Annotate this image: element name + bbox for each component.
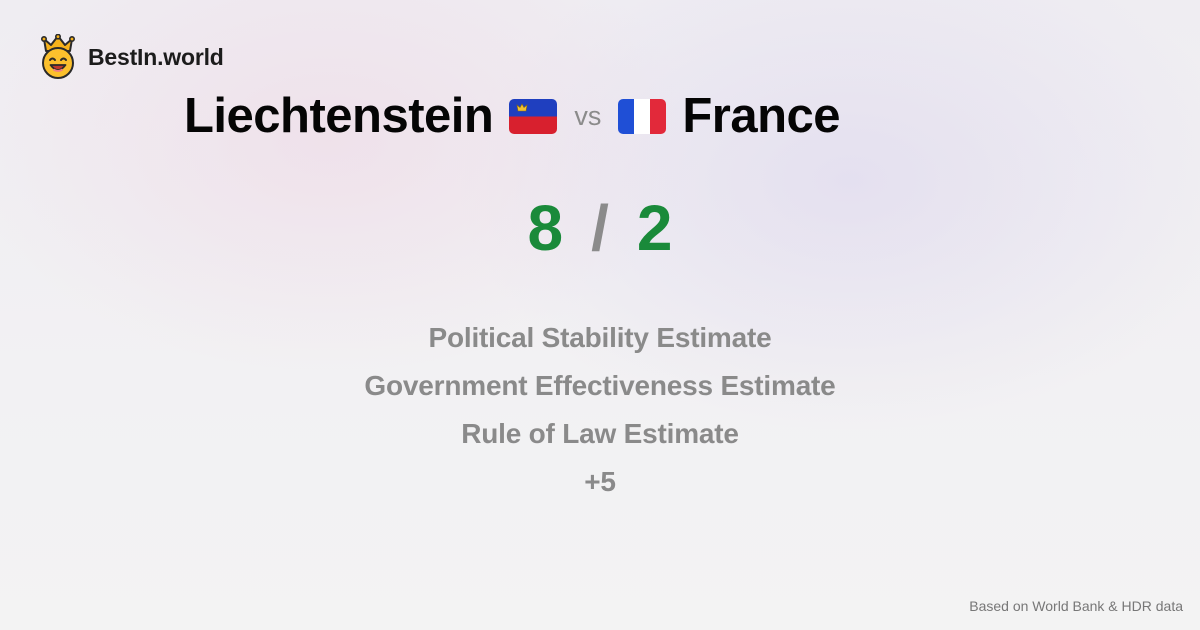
criteria-list: Political Stability Estimate Government … (0, 314, 1200, 506)
score-divider: / (591, 192, 609, 264)
crowned-smiley-icon (40, 34, 75, 79)
france-flag-icon (618, 98, 667, 134)
brand[interactable]: BestIn.world (38, 34, 224, 80)
brand-name: BestIn.world (88, 43, 224, 70)
right-score: 2 (636, 192, 673, 264)
data-source-note: Based on World Bank & HDR data (969, 598, 1183, 614)
score: 8 / 2 (0, 196, 1200, 260)
left-country-name: Liechtenstein (184, 89, 494, 143)
criterion-item: Political Stability Estimate (428, 322, 772, 353)
versus-label: vs (574, 100, 602, 131)
left-score: 8 (527, 192, 564, 264)
liechtenstein-flag-icon (509, 98, 558, 134)
right-country-name: France (682, 89, 841, 143)
criterion-item: Government Effectiveness Estimate (364, 370, 836, 401)
more-criteria-count: +5 (584, 466, 616, 497)
comparison-title: Liechtenstein vs France (184, 88, 841, 144)
criterion-item: Rule of Law Estimate (461, 418, 739, 449)
